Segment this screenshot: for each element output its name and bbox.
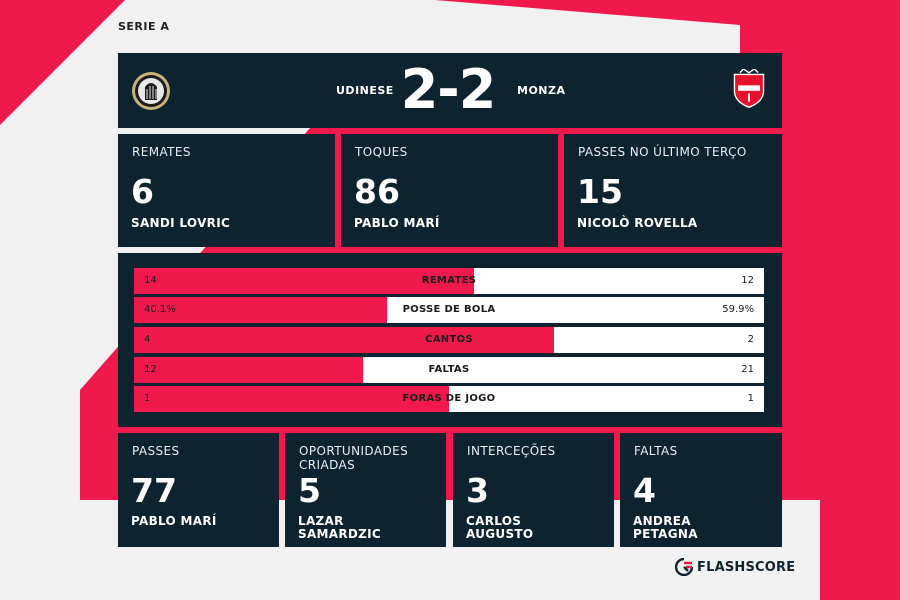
comparison-row-foras-de-jogo: FORAS DE JOGO 1 1 xyxy=(134,386,764,412)
stat-card-label: PASSES xyxy=(132,444,180,458)
stat-card-player-line: ANDREA xyxy=(633,514,691,528)
comparison-label: REMATES xyxy=(421,275,477,286)
stat-card-label: FALTAS xyxy=(634,444,678,458)
flashscore-logo-icon xyxy=(675,558,693,576)
stat-card-player: LAZAR SAMARDZIC xyxy=(298,515,381,541)
home-value: 12 xyxy=(144,364,157,375)
away-value: 21 xyxy=(741,364,754,375)
stat-card-value: 6 xyxy=(131,172,154,211)
stat-card-label: INTERCEÇÕES xyxy=(467,444,556,458)
stat-card-player-line: CARLOS xyxy=(466,514,522,528)
team-comparison-panel: REMATES 14 12 POSSE DE BOLA 40.1% 59.9% … xyxy=(118,253,782,427)
stat-card-value: 86 xyxy=(354,172,400,211)
comparison-label: FORAS DE JOGO xyxy=(402,393,496,404)
stat-card-label-line: CRIADAS xyxy=(299,458,356,472)
away-value: 59.9% xyxy=(722,304,754,315)
stat-card-player-line: LAZAR xyxy=(298,514,344,528)
home-value: 14 xyxy=(144,275,157,286)
away-team-name: MONZA xyxy=(517,84,566,97)
stat-card-oportunidades-criadas: OPORTUNIDADES CRIADAS 5 LAZAR SAMARDZIC xyxy=(285,433,446,547)
stat-card-passes: PASSES 77 PABLO MARÍ xyxy=(118,433,279,547)
comparison-row-cantos: CANTOS 4 2 xyxy=(134,327,764,353)
league-name: SERIE A xyxy=(118,20,170,33)
stat-card-value: 5 xyxy=(298,471,321,510)
stat-card-label-line: PASSES xyxy=(132,444,180,458)
match-score: 2-2 xyxy=(400,58,497,121)
stat-card-value: 77 xyxy=(131,471,177,510)
stat-card-label-line: INTERCEÇÕES xyxy=(467,444,556,458)
stat-card-label-line: FALTAS xyxy=(634,444,678,458)
comparison-label: FALTAS xyxy=(428,364,470,375)
comparison-row-faltas: FALTAS 12 21 xyxy=(134,357,764,383)
stat-card-player-line: PABLO MARÍ xyxy=(131,514,217,528)
stat-card-label-line: OPORTUNIDADES xyxy=(299,444,409,458)
stat-card-intercecoes: INTERCEÇÕES 3 CARLOS AUGUSTO xyxy=(453,433,614,547)
comparison-label: POSSE DE BOLA xyxy=(402,304,496,315)
stat-card-toques: TOQUES 86 PABLO MARÍ xyxy=(341,134,558,247)
home-share-bar xyxy=(134,327,555,353)
stat-card-value: 4 xyxy=(633,471,656,510)
away-value: 2 xyxy=(747,334,754,345)
stat-card-faltas: FALTAS 4 ANDREA PETAGNA xyxy=(620,433,782,547)
stat-card-value: 3 xyxy=(466,471,489,510)
home-value: 40.1% xyxy=(144,304,176,315)
udinese-crest-icon xyxy=(132,72,170,110)
home-share-bar xyxy=(134,268,475,294)
stat-card-label: TOQUES xyxy=(355,145,408,159)
stat-card-player-line: PETAGNA xyxy=(633,527,698,541)
home-value: 1 xyxy=(144,393,151,404)
stat-card-player: SANDI LOVRIC xyxy=(131,216,231,230)
monza-crest-icon xyxy=(733,69,765,108)
stat-card-player-line: SAMARDZIC xyxy=(298,527,382,541)
stat-card-passes-ultimo-terco: PASSES NO ÚLTIMO TERÇO 15 NICOLÒ ROVELLA xyxy=(564,134,782,247)
comparison-row-posse-de-bola: POSSE DE BOLA 40.1% 59.9% xyxy=(134,297,764,323)
away-value: 1 xyxy=(747,393,754,404)
stat-card-remates: REMATES 6 SANDI LOVRIC xyxy=(118,134,335,247)
score-header: UDINESE 2-2 MONZA xyxy=(118,53,782,128)
flashscore-brand: FLASHSCORE xyxy=(675,557,795,577)
stat-card-player: PABLO MARÍ xyxy=(131,515,217,528)
home-team-name: UDINESE xyxy=(336,84,394,97)
away-value: 12 xyxy=(741,275,754,286)
stat-card-player: NICOLÒ ROVELLA xyxy=(577,216,698,230)
home-share-bar xyxy=(134,297,387,323)
home-share-bar xyxy=(134,386,449,412)
stat-card-player-line: AUGUSTO xyxy=(466,527,534,541)
stat-card-player: PABLO MARÍ xyxy=(354,216,440,230)
stat-card-player: ANDREA PETAGNA xyxy=(633,515,698,541)
stat-card-label: PASSES NO ÚLTIMO TERÇO xyxy=(578,145,747,159)
home-share-bar xyxy=(134,357,364,383)
home-value: 4 xyxy=(144,334,151,345)
stat-card-player: CARLOS AUGUSTO xyxy=(466,515,533,541)
comparison-row-remates: REMATES 14 12 xyxy=(134,268,764,294)
stat-card-label: REMATES xyxy=(132,145,191,159)
comparison-label: CANTOS xyxy=(425,334,473,345)
brand-name: FLASHSCORE xyxy=(697,559,796,575)
stat-card-value: 15 xyxy=(577,172,623,211)
stat-card-label: OPORTUNIDADES CRIADAS xyxy=(299,444,408,472)
